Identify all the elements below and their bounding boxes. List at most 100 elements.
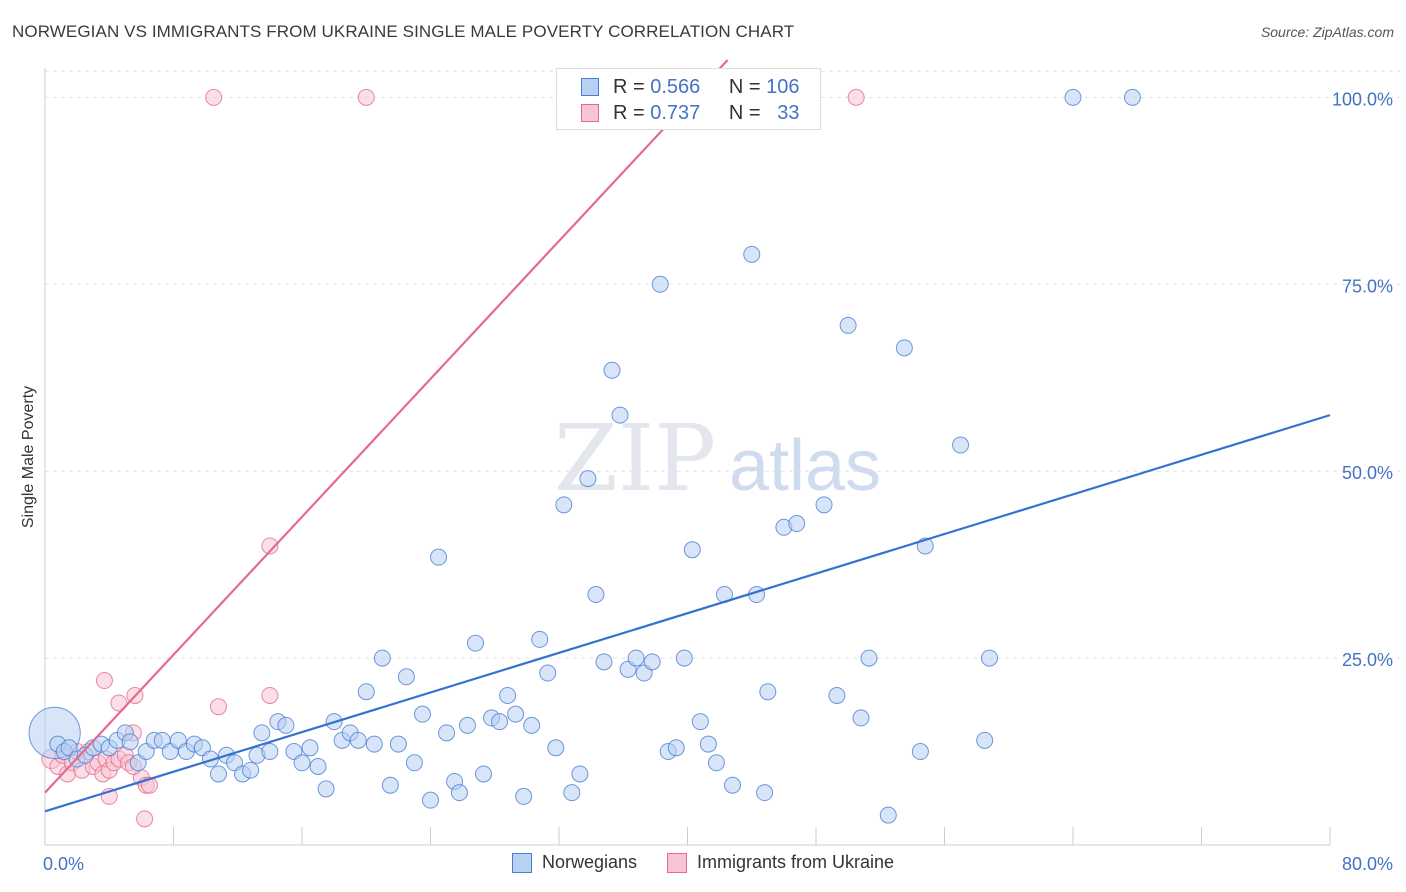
correlation-legend: R = 0.566 N = 106 R = 0.737 N = 33 (556, 68, 821, 130)
trend-line-norwegians (44, 414, 1331, 813)
norwegian-point (587, 586, 605, 604)
norwegian-point (365, 735, 383, 753)
norwegian-point (707, 754, 725, 772)
ukraine-point (95, 672, 113, 690)
norwegian-point (209, 765, 227, 783)
norwegian-point (261, 743, 279, 761)
tick-labels: 25.0% 50.0% 75.0% 100.0% 0.0% 80.0% (43, 89, 1393, 874)
norwegian-point (507, 705, 525, 723)
norwegian-point (879, 806, 897, 824)
trend-line-ukraine (44, 59, 729, 794)
norwegian-point (667, 739, 685, 757)
norwegian-point (301, 739, 319, 757)
legend-n-value: 33 (777, 101, 800, 124)
legend-label-norwegians: Norwegians (541, 852, 637, 872)
norwegian-point (911, 743, 929, 761)
norwegian-point (895, 339, 913, 357)
axes (44, 68, 1331, 846)
norwegian-point (458, 716, 476, 734)
legend-r-value: 0.737 (650, 101, 701, 124)
y-tick-label: 50.0% (1342, 463, 1393, 483)
ukraine-point (847, 88, 865, 106)
norwegian-point (491, 713, 509, 731)
norwegian-point (253, 724, 271, 742)
y-tick-label: 75.0% (1342, 276, 1393, 296)
norwegian-point (611, 406, 629, 424)
x-tick-label-start: 0.0% (43, 854, 84, 874)
norwegian-point (438, 724, 456, 742)
norwegian-point (643, 653, 661, 671)
legend-row-ukraine: R = 0.737 N = 33 (581, 101, 800, 125)
norwegian-point (475, 765, 493, 783)
norwegian-point (389, 735, 407, 753)
norwegian-point (699, 735, 717, 753)
norwegian-point (405, 754, 423, 772)
norwegian-point (293, 754, 311, 772)
norwegian-point (277, 716, 295, 734)
ukraine-point (261, 686, 279, 704)
legend-r-label: R = (613, 75, 645, 98)
legend-swatch-ukraine (667, 852, 687, 873)
legend-r-value: 0.566 (650, 75, 701, 98)
norwegian-point (683, 541, 701, 559)
norwegian-point (357, 683, 375, 701)
legend-item-ukraine[interactable]: Immigrants from Ukraine (667, 852, 894, 873)
norwegian-point (563, 784, 581, 802)
norwegian-point (523, 716, 541, 734)
ukraine-point (209, 698, 227, 716)
legend-swatch-norwegians (511, 852, 532, 873)
norwegian-point (430, 548, 448, 566)
norwegian-point (571, 765, 589, 783)
norwegian-point (555, 496, 573, 514)
norwegian-point (309, 758, 327, 775)
norwegian-point (651, 275, 669, 293)
norwegian-point (595, 653, 613, 671)
legend-swatch-ukraine (581, 104, 599, 122)
y-tick-label: 25.0% (1342, 650, 1393, 670)
ukraine-point (261, 537, 279, 555)
norwegian-point (675, 649, 693, 667)
norwegian-point (691, 713, 709, 731)
legend-r-label: R = (613, 101, 645, 124)
norwegian-point (743, 245, 761, 263)
ukraine-points (41, 88, 865, 828)
norwegian-point (515, 787, 533, 805)
norwegian-point (1123, 88, 1141, 106)
y-tick-label: 100.0% (1332, 89, 1393, 109)
norwegian-point (242, 761, 260, 779)
watermark-zip: ZIP (554, 405, 716, 512)
norwegian-point (466, 634, 484, 652)
ukraine-point (357, 88, 375, 106)
ukraine-point (110, 694, 128, 712)
norwegian-point (852, 709, 870, 727)
norwegian-point (349, 731, 367, 749)
legend-label-ukraine: Immigrants from Ukraine (697, 852, 895, 872)
legend-n-value: 106 (766, 75, 800, 98)
norwegian-point (980, 649, 998, 667)
series-legend: Norwegians Immigrants from Ukraine (0, 852, 1406, 873)
norwegian-point (579, 470, 597, 488)
x-tick-label-end: 80.0% (1342, 854, 1393, 874)
source-label: Source: ZipAtlas.com (1260, 24, 1394, 40)
norwegian-point (759, 683, 777, 701)
norwegian-point (603, 361, 621, 379)
norwegian-point (839, 316, 857, 334)
norwegian-point (815, 496, 833, 514)
legend-n-label: N = (728, 101, 761, 124)
ukraine-point (205, 88, 223, 106)
norwegian-point (422, 791, 439, 809)
legend-swatch-norwegians (581, 78, 599, 96)
norwegian-point (860, 649, 878, 667)
norwegian-point (1064, 88, 1082, 106)
gridlines (45, 70, 1400, 659)
norwegian-point (788, 515, 806, 533)
norwegian-point (976, 731, 994, 749)
legend-item-norwegians[interactable]: Norwegians (511, 852, 637, 873)
ukraine-point (136, 810, 154, 828)
norwegian-point (828, 686, 846, 704)
watermark: ZIP atlas (554, 405, 881, 512)
trend-lines (44, 59, 1331, 813)
norwegian-point (723, 776, 741, 794)
norwegian-point (413, 705, 431, 723)
legend-n-label: N = (728, 75, 761, 98)
